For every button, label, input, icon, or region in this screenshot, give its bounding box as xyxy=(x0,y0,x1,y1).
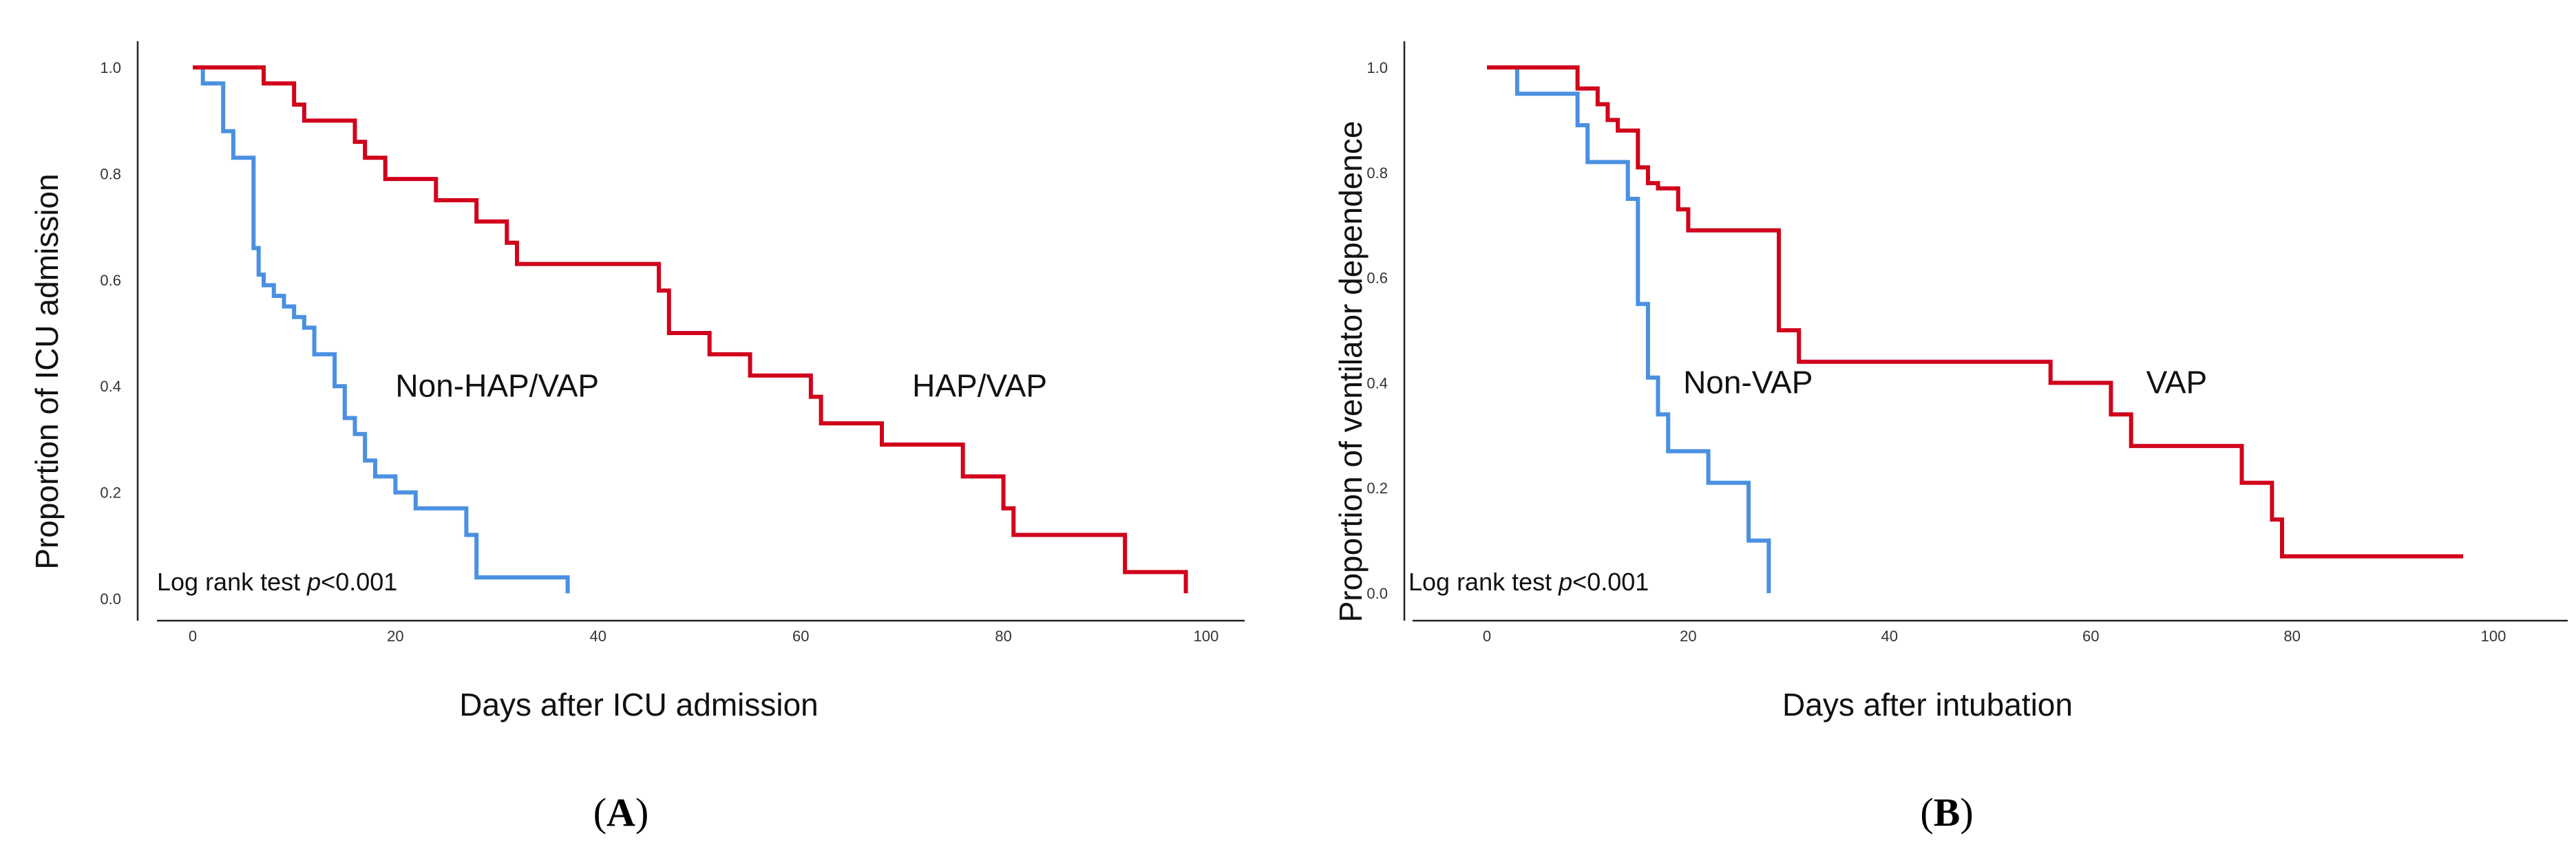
panel-a: Proportion of ICU admission Days after I… xyxy=(29,41,1245,835)
x-tick-label: 0 xyxy=(1483,628,1491,645)
y-tick-label: 0.6 xyxy=(1366,270,1388,287)
y-axis-title-b: Proportion of ventilator dependence xyxy=(1333,121,1369,623)
panel-label-a: (A) xyxy=(593,790,649,835)
y-tick-label: 0.4 xyxy=(1366,374,1388,392)
x-tick-label: 40 xyxy=(1881,628,1898,645)
x-tick-label: 80 xyxy=(2283,628,2300,645)
annotation-prefix: Log rank test xyxy=(1408,568,1559,596)
annotation-p: p xyxy=(1558,568,1572,596)
x-tick-label: 100 xyxy=(2481,628,2506,645)
y-tick-label: 0.2 xyxy=(1366,480,1388,497)
log-rank-annotation-a: Log rank test p<0.001 xyxy=(157,568,397,596)
annotation-suffix: <0.001 xyxy=(321,568,397,596)
y-tick-label: 1.0 xyxy=(100,59,121,76)
panel-letter-b: B xyxy=(1934,790,1961,835)
y-tick-label: 0.0 xyxy=(100,590,121,608)
panel-letter-a: A xyxy=(606,790,635,835)
series-label-non-hap-vap: Non-HAP/VAP xyxy=(395,368,599,404)
y-tick-label: 0.8 xyxy=(100,165,121,182)
km-curve-vap xyxy=(1487,65,2464,559)
annotation-prefix: Log rank test xyxy=(157,568,307,596)
y-tick-label: 0.4 xyxy=(100,378,121,395)
y-tick-label: 1.0 xyxy=(1366,59,1388,76)
km-curve-non-hap-vap xyxy=(193,65,570,594)
x-tick-label: 80 xyxy=(995,628,1011,645)
x-tick-label: 60 xyxy=(2082,628,2099,645)
log-rank-annotation-b: Log rank test p<0.001 xyxy=(1408,568,1649,596)
y-tick-label: 0.8 xyxy=(1366,164,1388,182)
km-curve-non-vap xyxy=(1487,65,1771,593)
x-axis-title-a: Days after ICU admission xyxy=(459,687,819,723)
series-label-vap: VAP xyxy=(2146,365,2208,400)
x-tick-label: 60 xyxy=(792,628,809,645)
annotation-p: p xyxy=(306,568,321,596)
annotation-suffix: <0.001 xyxy=(1572,568,1649,596)
x-tick-label: 100 xyxy=(1194,628,1219,645)
y-tick-label: 0.2 xyxy=(100,484,121,502)
y-axis-title-a: Proportion of ICU admission xyxy=(29,173,65,569)
x-tick-label: 40 xyxy=(590,628,606,645)
series-label-non-vap: Non-VAP xyxy=(1683,365,1813,400)
y-tick-label: 0.6 xyxy=(100,272,121,289)
y-tick-label: 0.0 xyxy=(1366,585,1388,602)
panel-b: Proportion of ventilator dependence Days… xyxy=(1333,41,2568,835)
km-curve-hap-vap xyxy=(193,65,1188,594)
x-tick-label: 20 xyxy=(1680,628,1696,645)
series-label-hap-vap: HAP/VAP xyxy=(912,368,1047,404)
x-axis-title-b: Days after intubation xyxy=(1782,687,2073,723)
x-tick-label: 0 xyxy=(189,628,197,645)
panel-label-b: (B) xyxy=(1920,790,1973,835)
x-tick-label: 20 xyxy=(387,628,403,645)
